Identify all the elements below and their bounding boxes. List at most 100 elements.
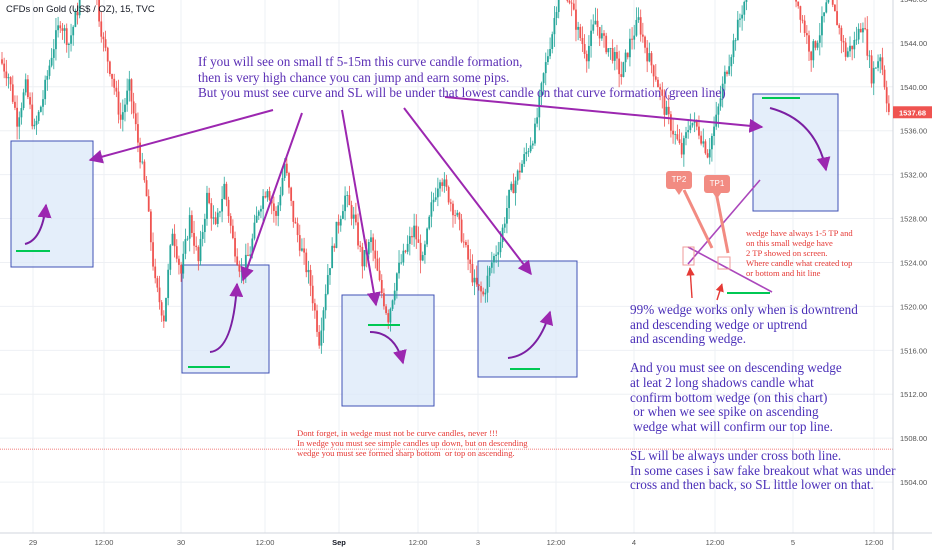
- candle-body: [592, 24, 595, 31]
- candle-body: [102, 36, 105, 40]
- candle-body: [316, 310, 318, 332]
- candle-body: [242, 270, 245, 274]
- candle-body: [1, 59, 3, 64]
- candle-body: [700, 135, 703, 144]
- candle-body: [518, 170, 521, 173]
- candle-body: [221, 198, 223, 212]
- tp1-label: TP1: [704, 175, 730, 199]
- candle-body: [577, 26, 580, 30]
- candle-body: [361, 246, 364, 267]
- candle-body: [156, 278, 159, 288]
- pattern-box-2[interactable]: [181, 264, 270, 374]
- candle-body: [165, 298, 167, 322]
- candle-body: [229, 216, 232, 226]
- candle-body: [411, 236, 413, 238]
- candle-body: [193, 232, 195, 246]
- candle-body: [663, 95, 666, 115]
- candle-body: [417, 239, 420, 243]
- wedge-mark-2: [717, 256, 731, 270]
- candle-body: [268, 191, 271, 200]
- candle-body: [305, 252, 308, 273]
- candle-body: [72, 26, 75, 36]
- candle-body: [137, 124, 139, 143]
- x-tick-label: 12:00: [409, 538, 428, 547]
- candle-body: [311, 285, 314, 304]
- candle-body: [350, 205, 353, 219]
- candle-body: [510, 183, 513, 190]
- candle-body: [475, 277, 478, 285]
- candle-body: [870, 55, 873, 84]
- candle-body: [864, 28, 867, 30]
- candle-body: [866, 29, 869, 56]
- candle-body: [818, 35, 821, 43]
- candle-body: [400, 262, 403, 264]
- candle-body: [596, 20, 599, 28]
- candle-body: [471, 263, 474, 283]
- candle-body: [7, 77, 10, 79]
- candle-body: [872, 67, 875, 84]
- curve-4: [507, 310, 554, 359]
- candle-body: [631, 38, 633, 40]
- candle-body: [16, 107, 19, 127]
- candle-body: [329, 268, 331, 276]
- candle-body: [506, 208, 508, 224]
- candle-body: [728, 66, 731, 75]
- curve-2: [209, 282, 244, 353]
- candle-body: [337, 221, 340, 226]
- candle-body: [465, 242, 467, 246]
- candle-body: [234, 238, 236, 257]
- candle-body: [616, 51, 618, 59]
- candle-body: [499, 242, 502, 253]
- candle-body: [244, 254, 247, 274]
- candle-body: [78, 0, 81, 16]
- candle-body: [186, 238, 189, 240]
- candle-series: [1, 0, 890, 354]
- candle-body: [851, 45, 854, 50]
- candle-body: [493, 255, 495, 263]
- candle-body: [486, 275, 489, 293]
- tp2-label: TP2: [666, 171, 692, 195]
- candle-body: [225, 183, 228, 200]
- candle-body: [48, 65, 51, 76]
- candle-body: [188, 215, 191, 239]
- candle-body: [104, 39, 107, 48]
- candle-body: [326, 275, 329, 294]
- candle-body: [42, 99, 44, 107]
- candle-body: [801, 19, 804, 21]
- candle-body: [484, 292, 487, 295]
- candle-body: [607, 48, 610, 53]
- pattern-box-1[interactable]: [10, 140, 94, 268]
- candle-body: [743, 1, 746, 15]
- candle-body: [201, 232, 204, 239]
- candle-body: [691, 122, 694, 126]
- x-tick-label: Sep: [332, 538, 346, 547]
- x-tick-label: 12:00: [547, 538, 566, 547]
- candle-body: [874, 67, 877, 69]
- candle-body: [497, 252, 500, 255]
- pattern-box-4[interactable]: [477, 260, 578, 378]
- candle-body: [395, 273, 398, 291]
- candle-body: [219, 211, 221, 213]
- candle-body: [175, 246, 178, 259]
- y-tick-label: 1544.00: [900, 39, 927, 48]
- candle-body: [508, 189, 510, 209]
- candle-body: [456, 212, 459, 216]
- red-arrow-1: [686, 267, 695, 299]
- candle-body: [641, 34, 644, 37]
- x-tick-label: 30: [177, 538, 185, 547]
- candle-body: [840, 27, 843, 41]
- candle-body: [503, 223, 506, 228]
- candle-body: [812, 41, 815, 61]
- candle-body: [844, 42, 847, 57]
- curve-3: [369, 331, 407, 365]
- candle-body: [797, 1, 800, 7]
- candle-body: [37, 111, 40, 121]
- candle-body: [514, 180, 517, 194]
- candle-body: [654, 76, 657, 80]
- candle-body: [652, 65, 655, 77]
- pattern-box-5[interactable]: [752, 93, 839, 212]
- candle-body: [482, 291, 485, 295]
- candle-body: [22, 92, 25, 109]
- candle-body: [672, 130, 674, 135]
